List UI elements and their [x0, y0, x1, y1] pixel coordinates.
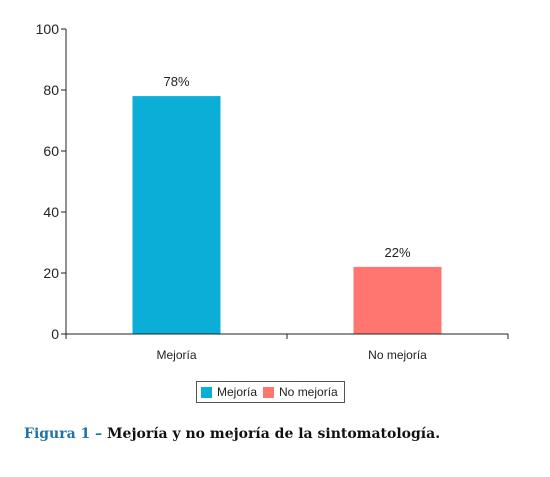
x-axis-ticks: Mejoría No mejoría: [65, 334, 509, 362]
y-tick-label: 60: [43, 143, 59, 159]
legend-swatch-mejoria: [201, 386, 212, 398]
y-tick-label: 100: [36, 21, 60, 37]
y-tick-label: 0: [51, 326, 59, 342]
caption-text: Mejoría y no mejoría de la sintomatologí…: [107, 426, 441, 442]
data-label-2: 22%: [384, 245, 410, 260]
bars: [132, 96, 442, 334]
legend-swatch-no-mejoria: [263, 386, 275, 398]
bar-1: [132, 96, 221, 334]
legend-item-no-mejoria: No mejoría: [263, 385, 338, 399]
legend: Mejoría No mejoría: [196, 381, 345, 403]
legend-item-mejoria: Mejoría: [201, 385, 257, 399]
caption-figure-number: Figura 1 –: [24, 426, 103, 442]
data-labels: 78% 22%: [163, 74, 410, 260]
y-tick-label: 80: [43, 82, 59, 98]
figure-caption: Figura 1 – Mejoría y no mejoría de la si…: [24, 426, 440, 442]
y-tick-label: 40: [43, 204, 59, 220]
bar-2: [353, 266, 442, 334]
y-tick-label: 20: [43, 265, 59, 281]
legend-label-mejoria: Mejoría: [217, 385, 258, 399]
y-axis-ticks: 0 20 40 60 80 100: [36, 21, 66, 342]
data-label-1: 78%: [163, 74, 189, 89]
legend-label-no-mejoria: No mejoría: [279, 385, 338, 399]
x-category-label-1: Mejoría: [156, 348, 196, 362]
x-category-label-2: No mejoría: [368, 348, 427, 362]
bar-chart: 0 20 40 60 80 100 Mejoría No mejoría 78% 22%: [36, 21, 509, 362]
